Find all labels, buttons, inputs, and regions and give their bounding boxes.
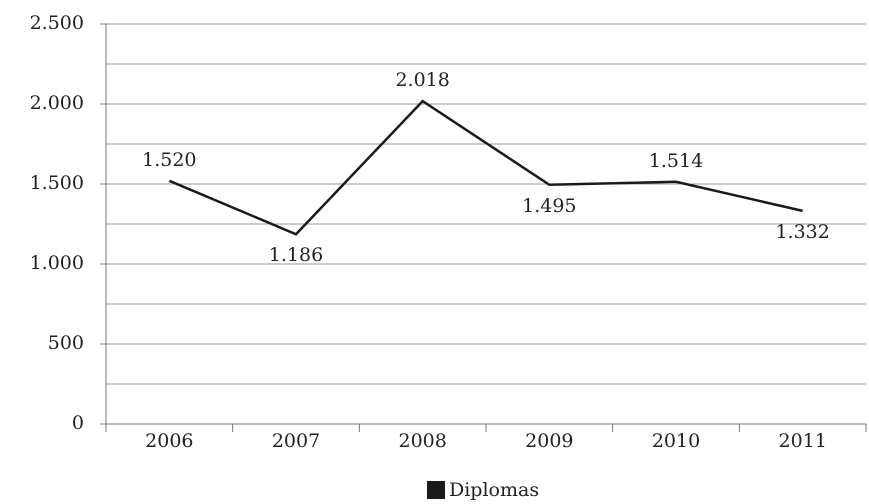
data-label: 1.332 xyxy=(775,221,829,243)
data-label: 1.186 xyxy=(269,244,323,266)
data-label: 1.514 xyxy=(649,150,703,172)
x-tick-label: 2006 xyxy=(145,430,193,452)
x-tick-label: 2009 xyxy=(525,430,573,452)
x-tick-label: 2011 xyxy=(778,430,826,452)
x-tick-label: 2010 xyxy=(652,430,700,452)
y-tick-label: 2.000 xyxy=(30,92,84,114)
data-label: 1.520 xyxy=(142,149,196,171)
legend-label: Diplomas xyxy=(449,479,539,501)
data-label: 2.018 xyxy=(395,69,449,91)
series-line xyxy=(168,99,803,236)
y-tick-label: 1.000 xyxy=(30,252,84,274)
data-label: 1.495 xyxy=(522,195,576,217)
y-tick-label: 500 xyxy=(48,332,84,354)
x-tick-label: 2008 xyxy=(398,430,446,452)
y-tick-label: 0 xyxy=(72,412,84,434)
y-tick-label: 1.500 xyxy=(30,172,84,194)
x-tick-label: 2007 xyxy=(272,430,320,452)
legend-swatch xyxy=(427,481,445,499)
y-tick-label: 2.500 xyxy=(30,12,84,34)
